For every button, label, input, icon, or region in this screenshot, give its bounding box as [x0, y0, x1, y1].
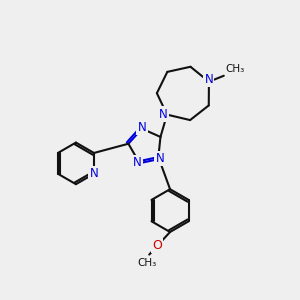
Text: O: O	[152, 239, 162, 252]
Text: N: N	[138, 121, 146, 134]
Text: N: N	[205, 73, 213, 86]
Text: N: N	[133, 156, 141, 169]
Text: CH₃: CH₃	[225, 64, 244, 74]
Text: CH₃: CH₃	[137, 258, 157, 268]
Text: N: N	[159, 107, 168, 121]
Text: N: N	[155, 152, 164, 165]
Text: N: N	[90, 167, 98, 180]
